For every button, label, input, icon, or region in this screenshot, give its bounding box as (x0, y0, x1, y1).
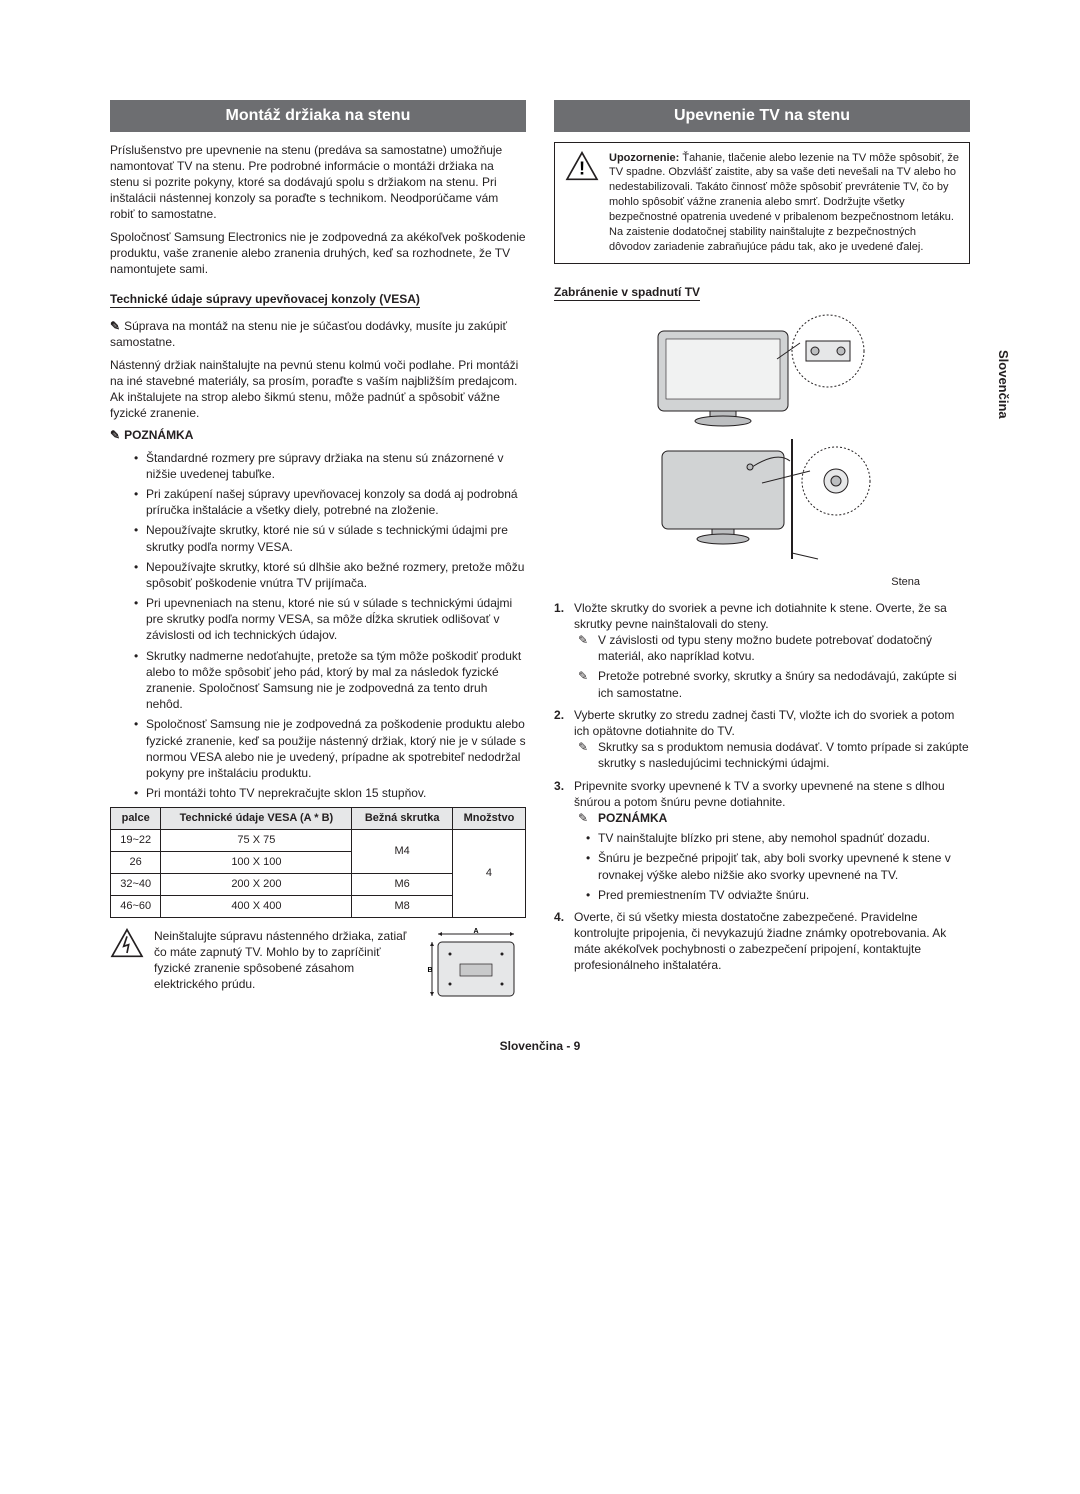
bullet-item: Pri upevneniach na stenu, ktoré nie sú v… (146, 595, 526, 644)
left-para-2: Spoločnosť Samsung Electronics nie je zo… (110, 229, 526, 278)
language-tab: Slovenčina (994, 350, 1012, 419)
svg-text:B: B (427, 967, 432, 974)
bullet-item: Nepoužívajte skrutky, ktoré sú dlhšie ak… (146, 559, 526, 591)
bullet-item: Spoločnosť Samsung nie je zodpovedná za … (146, 716, 526, 781)
warning-triangle-icon (110, 928, 144, 958)
installation-steps: Vložte skrutky do svoriek a pevne ich do… (554, 600, 970, 974)
sub-bullet: TV nainštalujte blízko pri stene, aby ne… (598, 830, 970, 846)
th-inches: palce (111, 808, 161, 830)
left-subheading-vesa: Technické údaje súpravy upevňovacej konz… (110, 291, 420, 308)
step-note: V závislosti od typu steny možno budete … (574, 632, 970, 664)
wall-label: Stena (554, 575, 970, 590)
note-label-left: POZNÁMKA (110, 427, 526, 443)
table-row: 19~22 75 X 75 M4 4 (111, 830, 526, 852)
step-item: Pripevnite svorky upevnené k TV a svorky… (554, 778, 970, 903)
vesa-spec-table: palce Technické údaje VESA (A * B) Bežná… (110, 807, 526, 917)
electrical-warning: Neinštalujte súpravu nástenného držiaka,… (110, 928, 526, 1008)
th-screw: Bežná skrutka (352, 808, 452, 830)
sub-bullet: Šnúru je bezpečné pripojiť tak, aby boli… (598, 850, 970, 882)
tv-wall-mount-diagram: Stena (554, 311, 970, 590)
bullet-item: Nepoužívajte skrutky, ktoré nie sú v súl… (146, 522, 526, 554)
caution-box: ! Upozornenie: Ťahanie, tlačenie alebo l… (554, 142, 970, 264)
left-column: Montáž držiaka na stenu Príslušenstvo pr… (110, 100, 526, 1008)
bullet-item: Pri montáži tohto TV neprekračujte sklon… (146, 785, 526, 801)
left-para-1: Príslušenstvo pre upevnenie na stenu (pr… (110, 142, 526, 223)
right-column: Upevnenie TV na stenu ! Upozornenie: Ťah… (554, 100, 970, 1008)
sub-bullet: Pred premiestnením TV odviažte šnúru. (598, 887, 970, 903)
step-note: Pretože potrebné svorky, skrutky a šnúry… (574, 668, 970, 700)
caution-text: Upozornenie: Ťahanie, tlačenie alebo lez… (609, 151, 959, 255)
svg-text:!: ! (579, 157, 585, 178)
step-item: Overte, či sú všetky miesta dostatočne z… (554, 909, 970, 974)
step-item: Vložte skrutky do svoriek a pevne ich do… (554, 600, 970, 701)
bullet-item: Pri zakúpení našej súpravy upevňovacej k… (146, 486, 526, 518)
step-item: Vyberte skrutky zo stredu zadnej časti T… (554, 707, 970, 772)
th-qty: Množstvo (452, 808, 525, 830)
svg-text:A: A (473, 928, 478, 935)
two-column-layout: Montáž držiaka na stenu Príslušenstvo pr… (110, 100, 970, 1008)
bullet-item: Štandardné rozmery pre súpravy držiaka n… (146, 450, 526, 482)
note-kit: Súprava na montáž na stenu nie je súčasť… (110, 318, 526, 350)
note-label-step3: POZNÁMKA (574, 810, 970, 826)
left-bullet-list: Štandardné rozmery pre súpravy držiaka n… (110, 450, 526, 802)
right-subheading-fall: Zabránenie v spadnutí TV (554, 284, 700, 301)
vesa-dimension-diagram: A B (426, 928, 526, 1008)
warning-text: Neinštalujte súpravu nástenného držiaka,… (154, 928, 416, 993)
left-section-header: Montáž držiaka na stenu (110, 100, 526, 132)
bullet-item: Skrutky nadmerne nedoťahujte, pretože sa… (146, 648, 526, 713)
page-footer: Slovenčina - 9 (110, 1038, 970, 1054)
left-para-3: Nástenný držiak nainštalujte na pevnú st… (110, 357, 526, 422)
warning-triangle-icon: ! (565, 151, 599, 181)
right-section-header: Upevnenie TV na stenu (554, 100, 970, 132)
th-vesa: Technické údaje VESA (A * B) (161, 808, 352, 830)
step-note: Skrutky sa s produktom nemusia dodávať. … (574, 739, 970, 771)
